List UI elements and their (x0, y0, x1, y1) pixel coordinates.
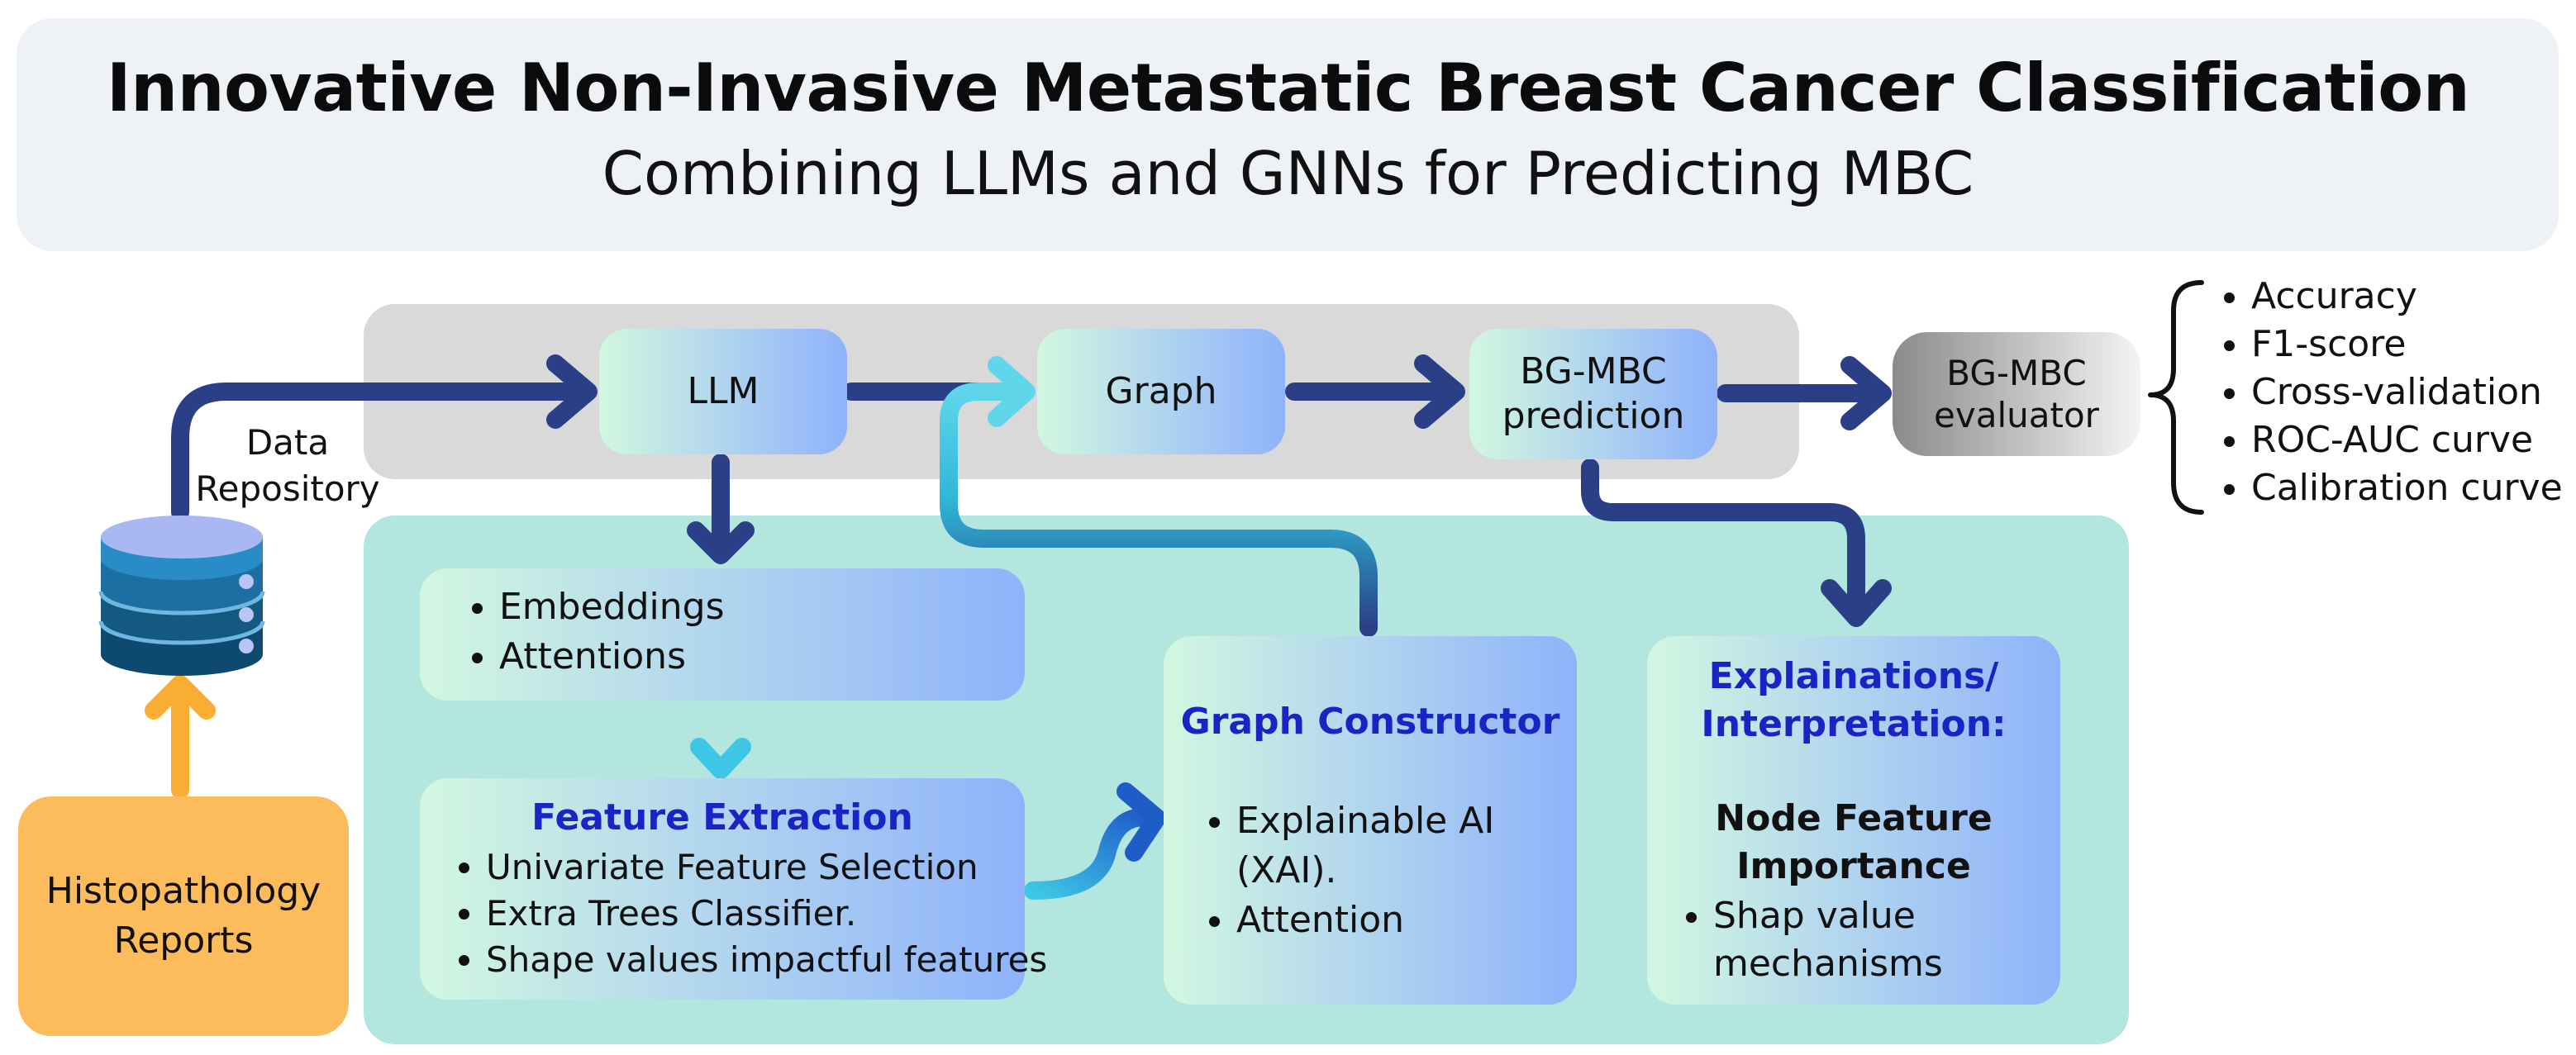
embeddings-box (420, 568, 1025, 701)
list-item: Univariate Feature Selection (486, 844, 1047, 891)
arrowhead-graph-to-prediction (1414, 354, 1465, 429)
page-title: Innovative Non-Invasive Metastatic Breas… (106, 50, 2470, 126)
header-panel (17, 18, 2559, 251)
arrowhead-prediction-to-explanations (1821, 579, 1892, 627)
evaluator-node-label: BG-MBC evaluator (1934, 352, 2099, 435)
metric-item: Calibration curve (2251, 464, 2563, 512)
metric-item: ROC-AUC curve (2251, 416, 2563, 464)
arrowhead-llm-to-embeddings (687, 521, 755, 564)
list-item: Extra Trees Classifier. (486, 891, 1047, 937)
graph-node-label: Graph (1105, 370, 1217, 413)
metric-item: F1-score (2251, 321, 2563, 368)
feature-extraction-title: Feature Extraction (531, 796, 913, 839)
explanations-list: Shap value mechanisms (1674, 892, 2054, 988)
arrowhead-repo-to-llm (546, 354, 598, 429)
list-item: Embeddings (499, 582, 725, 632)
prediction-node: BG-MBC prediction (1469, 329, 1717, 459)
llm-node-label: LLM (687, 370, 759, 413)
feature-extraction-list: Univariate Feature Selection Extra Trees… (446, 844, 1047, 983)
list-item: Attentions (499, 632, 725, 682)
arrow-features-to-constructor (1024, 808, 1159, 900)
list-item: Shap value mechanisms (1713, 892, 2054, 988)
arrow-repo-to-llm (171, 383, 588, 521)
metric-item: Accuracy (2251, 273, 2563, 321)
list-item: Attention (1236, 896, 1562, 945)
data-repository-label: Data Repository (195, 422, 380, 509)
metrics-brace (2148, 280, 2204, 515)
arrowhead-histopathology-to-database (145, 675, 216, 720)
arrowhead-constructor-to-graph (988, 356, 1036, 427)
prediction-node-label: BG-MBC prediction (1502, 350, 1685, 437)
graph-constructor-title: Graph Constructor (1180, 701, 1560, 743)
page-subtitle: Combining LLMs and GNNs for Predicting M… (602, 139, 1974, 208)
graph-constructor-list: Explainable AI (XAI). Attention (1190, 796, 1562, 945)
histopathology-label: Histopathology Reports (45, 870, 321, 962)
evaluator-node: BG-MBC evaluator (1893, 332, 2140, 456)
llm-node: LLM (599, 329, 847, 454)
metric-item: Cross-validation (2251, 368, 2563, 416)
explanations-title: Explainations/ Interpretation: (1701, 655, 2007, 745)
feature-extraction-box (420, 778, 1025, 1000)
node-feature-importance-heading: Node Feature Importance (1715, 797, 1993, 887)
evaluation-metrics-list: Accuracy F1-score Cross-validation ROC-A… (2208, 273, 2563, 512)
arrow-constructor-to-graph (940, 383, 1378, 637)
arrowhead-prediction-to-evaluator (1840, 356, 1892, 430)
explanations-box (1647, 636, 2060, 1005)
arrowhead-embeddings-to-features (690, 738, 751, 779)
arrowhead-features-to-constructor (1117, 782, 1166, 862)
graph-node: Graph (1037, 329, 1285, 454)
graph-constructor-box (1164, 636, 1577, 1005)
arrow-prediction-to-explanations (1581, 459, 1865, 620)
database-icon (98, 516, 265, 676)
histopathology-reports-box: Histopathology Reports (18, 796, 349, 1036)
list-item: Explainable AI (XAI). (1236, 796, 1562, 896)
list-item: Shape values impactful features (486, 937, 1047, 983)
embeddings-list: Embeddings Attentions (453, 582, 725, 682)
